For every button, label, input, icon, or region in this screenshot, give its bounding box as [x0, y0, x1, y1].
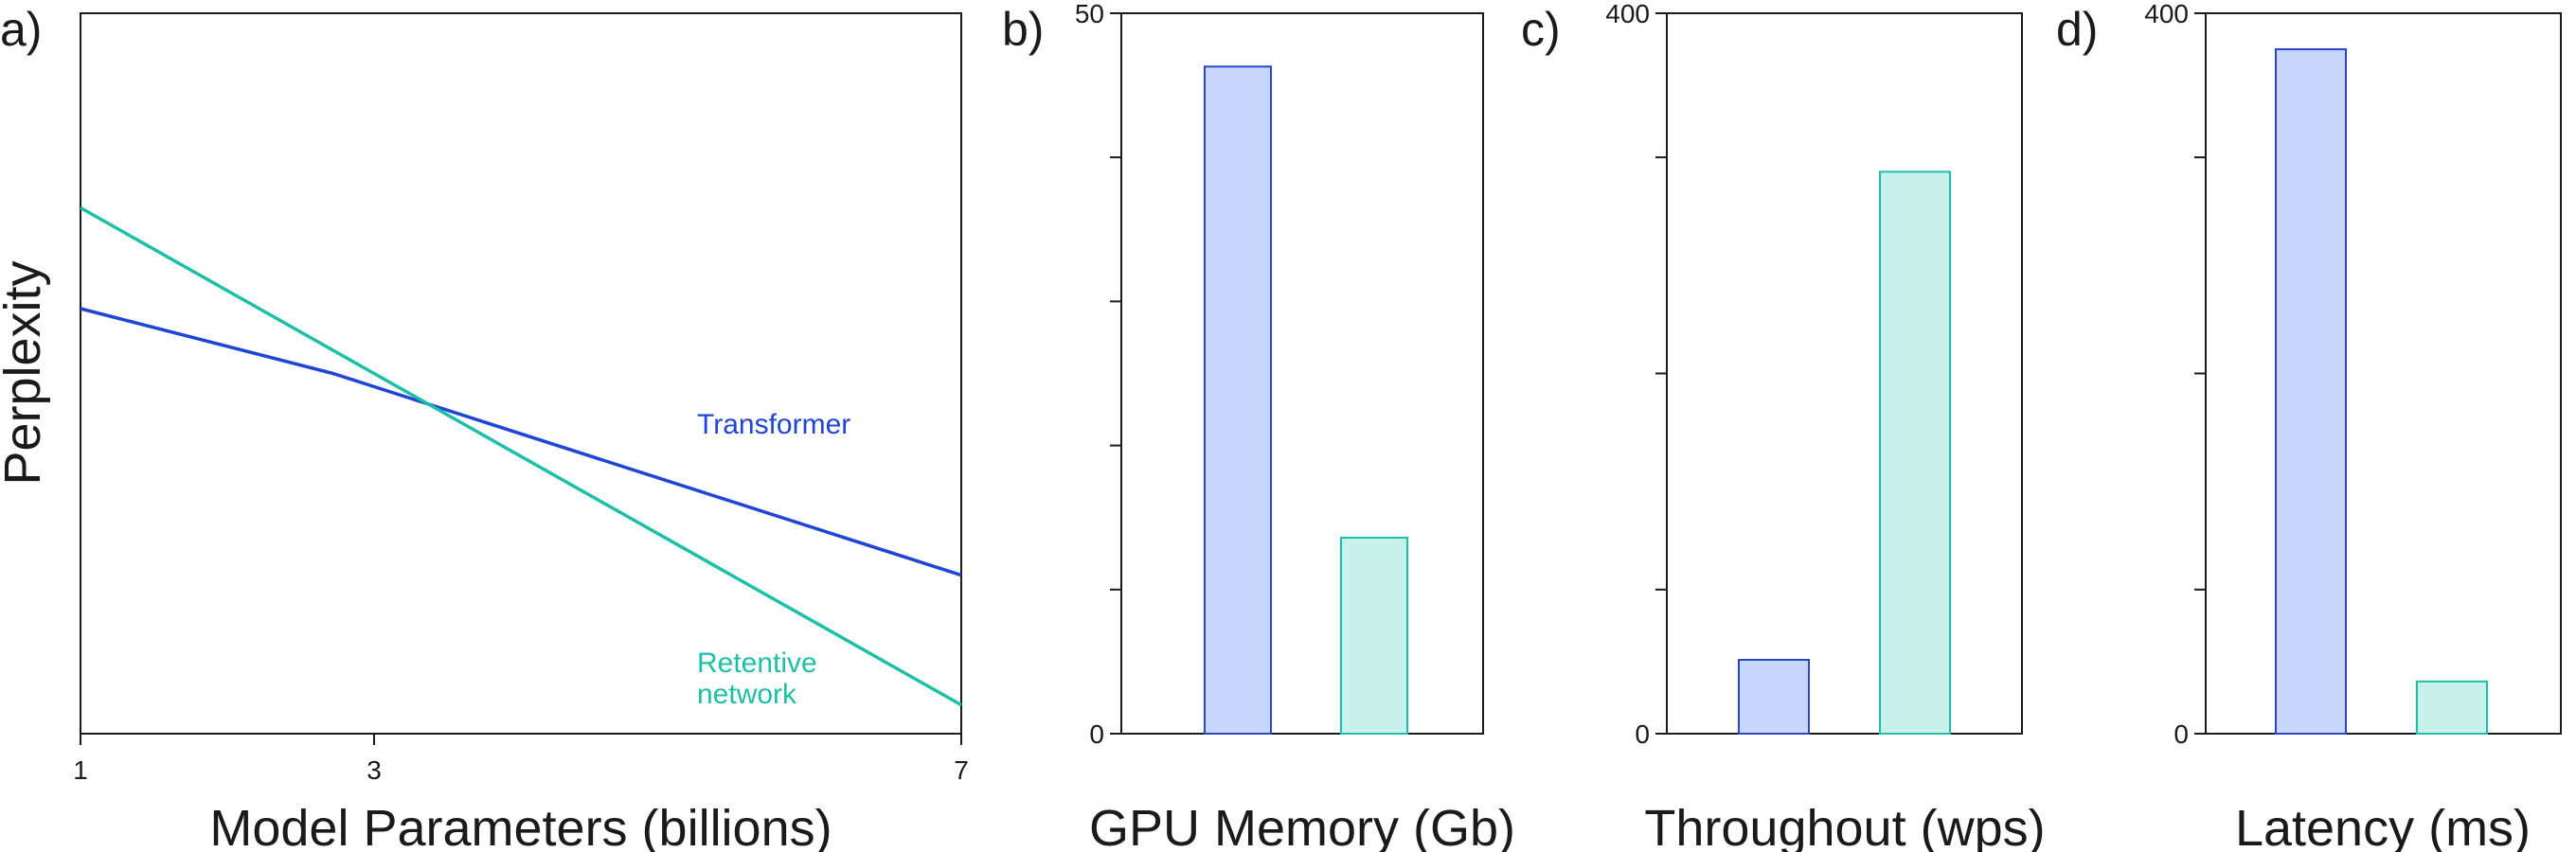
- series-line-retentive-network: [80, 205, 962, 707]
- y-tick-label: 0: [2174, 719, 2189, 749]
- panel-c-letter: c): [1521, 3, 1561, 56]
- panel-a-x-ticks: 1 3 7: [73, 734, 969, 785]
- panel-c-marks: 0 400: [1605, 0, 1951, 749]
- y-tick-label: 400: [1605, 0, 1650, 28]
- panel-b-bar-chart: b) 0 50 GPU Memory (Gb): [1002, 0, 1515, 852]
- panel-c-bar-chart: c) 0 400 Throughout (wps): [1521, 0, 2046, 852]
- y-tick-label: 0: [1635, 719, 1650, 749]
- panel-b-x-axis-title: GPU Memory (Gb): [1089, 800, 1515, 852]
- bar-retentive-network: [1879, 170, 1951, 736]
- panel-a-marks: [80, 205, 962, 707]
- panel-a-x-tick-label: 7: [954, 755, 969, 785]
- panel-a-plot-frame: [80, 12, 962, 735]
- series-label-retentive-network: Retentive network: [697, 648, 825, 710]
- series-label-retentive-line-1: Retentive: [697, 648, 817, 679]
- bar-retentive-network: [2416, 680, 2488, 736]
- panel-a-line-chart: a) 1 3 7 Transformer Retentive network Mod…: [0, 3, 969, 852]
- y-tick-label: 0: [1089, 719, 1104, 749]
- panel-b-plot-frame: [1120, 12, 1484, 735]
- panel-c-x-axis-title: Throughout (wps): [1644, 800, 2045, 852]
- series-label-transformer: Transformer: [697, 409, 850, 440]
- panel-b-letter: b): [1002, 3, 1044, 56]
- series-label-retentive-line-2: network: [697, 679, 797, 710]
- panel-a-y-axis-title: Perplexity: [0, 260, 51, 485]
- bar-transformer: [1204, 65, 1272, 735]
- panel-c-plot-frame: [1666, 12, 2023, 735]
- y-tick-label: 400: [2144, 0, 2189, 28]
- panel-a-letter: a): [0, 3, 42, 56]
- y-tick-label: 50: [1075, 0, 1104, 28]
- panel-a-x-tick-label: 3: [367, 755, 382, 785]
- panel-d-letter: d): [2056, 3, 2098, 56]
- panel-d-marks: 0 400: [2144, 0, 2488, 749]
- panel-d-x-axis-title: Latency (ms): [2235, 800, 2531, 852]
- panel-d-plot-frame: [2205, 12, 2562, 735]
- series-line-transformer: [80, 307, 962, 577]
- bar-transformer: [1738, 658, 1810, 735]
- panel-a-x-tick-label: 1: [73, 755, 88, 785]
- panel-d-bar-chart: d) 0 400 Latency (ms): [2056, 0, 2562, 852]
- bar-retentive-network: [1340, 537, 1408, 735]
- panel-a-x-axis-title: Model Parameters (billions): [209, 800, 832, 852]
- bar-transformer: [2275, 48, 2347, 736]
- panel-b-marks: 0 50: [1075, 0, 1408, 749]
